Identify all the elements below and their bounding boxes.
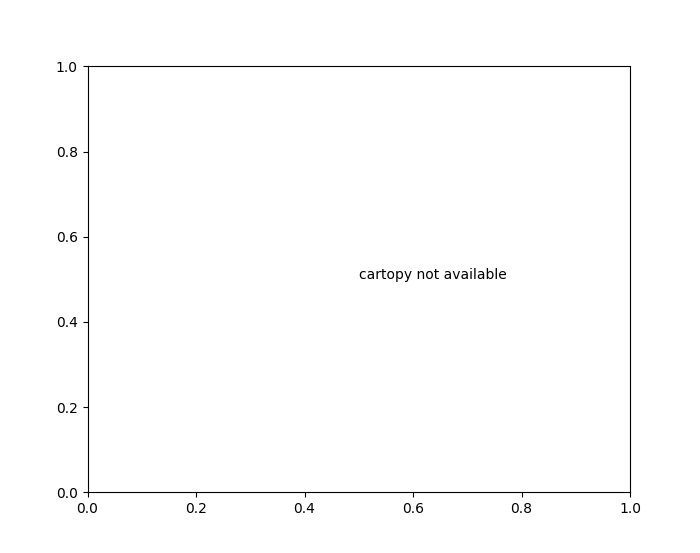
Text: cartopy not available: cartopy not available xyxy=(358,268,507,282)
